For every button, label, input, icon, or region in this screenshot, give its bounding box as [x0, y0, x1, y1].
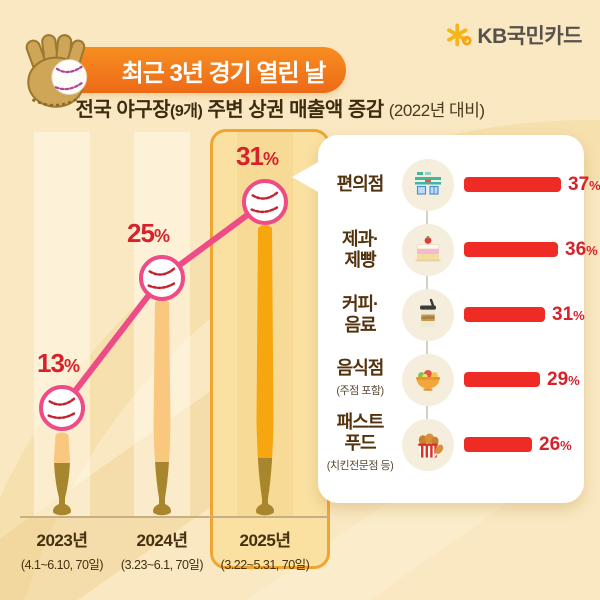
category-row-bakery: 제과· 제빵 36%: [318, 217, 598, 282]
baseball-glove-icon: [25, 34, 88, 108]
chart-subtitle: 전국 야구장(9개) 주변 상권 매출액 증감 (2022년 대비): [0, 93, 560, 122]
baseball-bat-2024: [153, 299, 171, 516]
baseball-stitches-icon: [250, 191, 280, 214]
category-row-coffee: 커피· 음료 COFFEE 31%: [318, 282, 585, 347]
title-banner: 최근 3년 경기 열린 날: [46, 47, 346, 93]
food-bowl-icon: [402, 353, 454, 406]
trend-value-2024: 25%: [127, 218, 170, 248]
category-value: 37%: [568, 173, 600, 195]
category-row-fastfood: 패스트 푸드 (치킨전문점 등): [326, 412, 572, 472]
baseball-bat-2025: [256, 225, 274, 516]
baseball-marker-2023: [39, 385, 85, 431]
category-bar: [464, 177, 561, 192]
fried-chicken-icon: [402, 418, 454, 471]
trend-value-2025: 31%: [236, 141, 279, 171]
cake-icon: [402, 223, 454, 276]
baseball-stitches-icon: [147, 267, 177, 290]
subtitle-part1: 전국 야구장: [75, 99, 171, 121]
baseball-marker-2025: [242, 179, 288, 225]
category-value: 29%: [547, 368, 580, 390]
subtitle-paren2: (2022년 대비): [388, 101, 485, 120]
category-value: 26%: [539, 433, 572, 455]
category-breakdown-card: 편의점 37% 제과· 제빵: [292, 135, 600, 503]
convenience-store-icon: [402, 158, 454, 211]
speech-bubble-pointer: [292, 161, 320, 193]
category-value: 36%: [565, 238, 598, 260]
category-bar: [464, 242, 558, 257]
trend-value-2023: 13%: [37, 348, 80, 378]
baseball-marker-2024: [139, 255, 185, 301]
baseball-stitches-icon: [47, 397, 77, 420]
axis-label-2023: 2023년 (4.1~6.10, 70일): [20, 531, 104, 572]
category-bar: [464, 437, 532, 452]
category-bar: [464, 307, 545, 322]
baseball-bat-2023: [53, 432, 71, 516]
brand-name: KB국민카드: [477, 25, 582, 48]
kb-star-icon: [447, 23, 472, 47]
coffee-icon: COFFEE: [402, 288, 454, 341]
category-row-convenience-store: 편의점 37%: [318, 152, 600, 217]
subtitle-paren1: (9개): [170, 103, 203, 120]
category-row-restaurant: 음식점 (주점 포함) 29%: [318, 347, 584, 412]
category-bar: [464, 372, 540, 387]
category-value: 31%: [552, 303, 585, 325]
kb-logo: KB국민카드: [446, 20, 582, 50]
subtitle-part2: 주변 상권 매출액 증감: [202, 99, 389, 121]
page-title: 최근 3년 경기 열린 날: [121, 59, 327, 87]
chart-baseline: [20, 516, 330, 518]
axis-label-2024: 2024년 (3.23~6.1, 70일): [120, 531, 204, 572]
axis-label-2025: 2025년 (3.22~5.31, 70일): [220, 531, 310, 572]
svg-text:COFFEE: COFFEE: [421, 316, 435, 320]
